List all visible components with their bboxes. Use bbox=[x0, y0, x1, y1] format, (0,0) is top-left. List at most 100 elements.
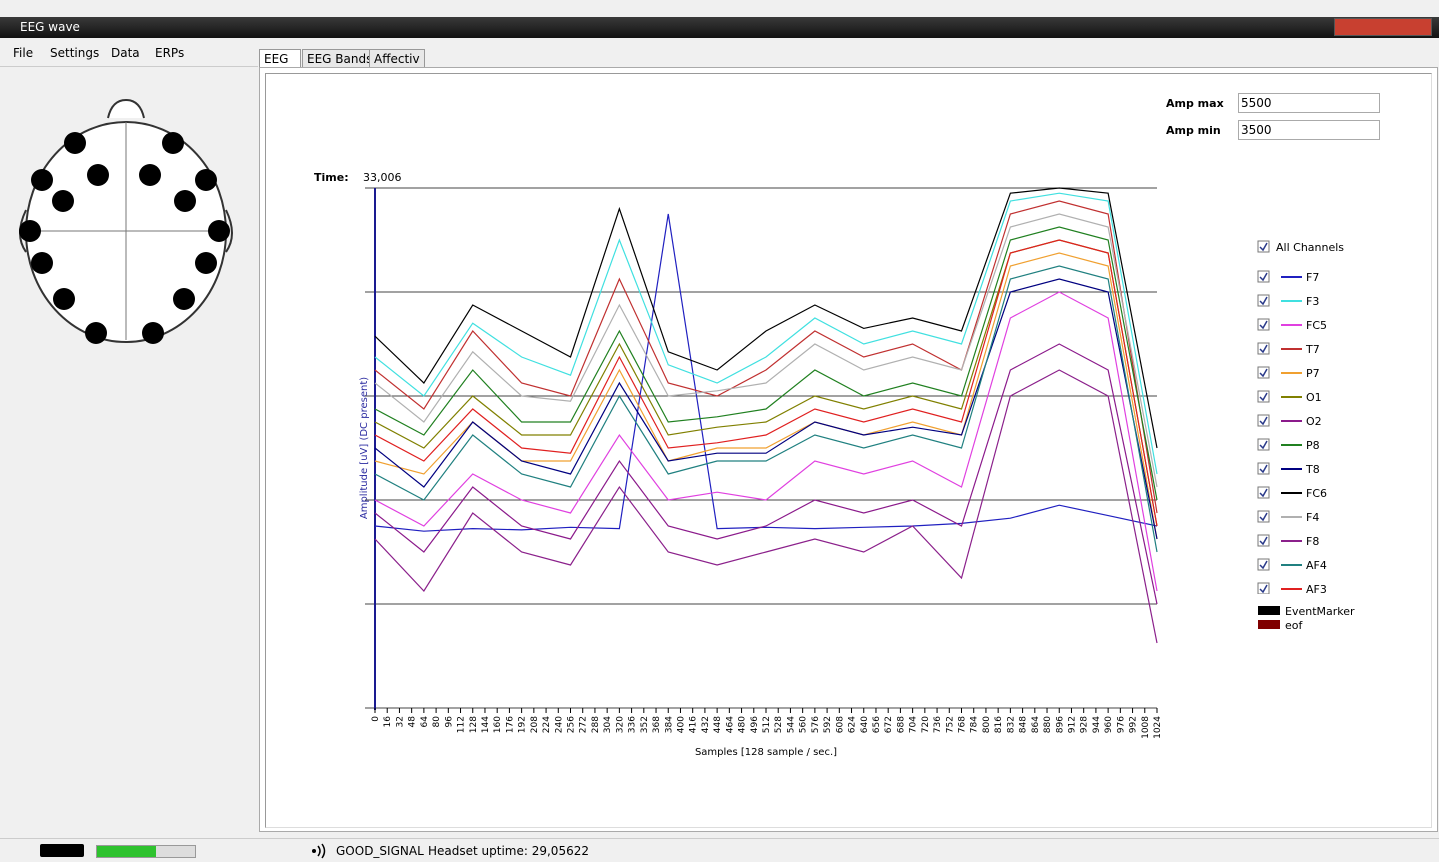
tab[interactable]: Affectiv bbox=[369, 49, 425, 69]
window-buttons[interactable] bbox=[1334, 18, 1432, 36]
amp-max-input[interactable]: 5500 bbox=[1238, 93, 1380, 113]
battery-icon bbox=[40, 844, 84, 857]
checkbox[interactable] bbox=[1257, 582, 1270, 594]
marker-swatch bbox=[1258, 606, 1280, 615]
check-mark bbox=[1259, 584, 1268, 594]
x-tick-label: 592 bbox=[823, 716, 833, 733]
x-tick-label: 128 bbox=[469, 716, 479, 733]
x-tick-label: 640 bbox=[860, 716, 870, 733]
check-mark bbox=[1259, 560, 1268, 570]
checkbox[interactable] bbox=[1257, 438, 1270, 451]
series-line bbox=[374, 239, 1158, 527]
check-mark bbox=[1259, 272, 1268, 282]
checkbox[interactable] bbox=[1257, 510, 1270, 523]
checkbox[interactable] bbox=[1257, 390, 1270, 403]
check-mark bbox=[1259, 296, 1268, 306]
legend-label: FC6 bbox=[1306, 487, 1327, 500]
checkbox[interactable] bbox=[1257, 534, 1270, 547]
x-tick-label: 480 bbox=[738, 716, 748, 733]
x-tick-label: 624 bbox=[848, 716, 858, 733]
series-line bbox=[374, 192, 1158, 475]
x-tick-label: 784 bbox=[970, 716, 980, 733]
checkbox[interactable] bbox=[1257, 486, 1270, 499]
check-mark bbox=[1259, 368, 1268, 378]
x-tick-label: 208 bbox=[530, 716, 540, 733]
checkbox[interactable] bbox=[1257, 414, 1270, 427]
checkbox[interactable] bbox=[1257, 270, 1270, 283]
x-tick-label: 1024 bbox=[1153, 716, 1163, 739]
checkbox[interactable] bbox=[1257, 294, 1270, 307]
x-tick-label: 176 bbox=[505, 716, 515, 733]
x-tick-label: 96 bbox=[444, 716, 454, 728]
x-tick-label: 416 bbox=[689, 716, 699, 733]
menu-item[interactable]: Settings bbox=[50, 46, 100, 60]
x-tick-label: 352 bbox=[640, 716, 650, 733]
x-tick-label: 288 bbox=[591, 716, 601, 733]
x-tick-label: 496 bbox=[750, 716, 760, 733]
electrodes bbox=[19, 132, 230, 344]
x-tick-label: 512 bbox=[762, 716, 772, 733]
legend-all: All Channels bbox=[1276, 241, 1344, 254]
x-axis-label: Samples [128 sample / sec.] bbox=[695, 747, 837, 758]
checkbox[interactable] bbox=[1257, 558, 1270, 571]
check-mark bbox=[1259, 440, 1268, 450]
chart-frame bbox=[265, 73, 1432, 828]
x-tick-label: 576 bbox=[811, 716, 821, 733]
legend-label: P8 bbox=[1306, 439, 1320, 452]
legend-label: F3 bbox=[1306, 295, 1319, 308]
legend-label: O2 bbox=[1306, 415, 1322, 428]
x-tick-label: 544 bbox=[786, 716, 796, 733]
status-bar: GOOD_SIGNAL Headset uptime: 29,05622 bbox=[0, 838, 1439, 862]
x-tick-label: 304 bbox=[603, 716, 613, 733]
checkbox[interactable] bbox=[1257, 240, 1270, 253]
time-label: Time: bbox=[314, 171, 349, 184]
amp-min-label: Amp min bbox=[1166, 124, 1221, 137]
x-tick-label: 656 bbox=[872, 716, 882, 733]
check-mark bbox=[1259, 242, 1268, 252]
series-line bbox=[374, 200, 1158, 514]
series-line bbox=[374, 291, 1158, 592]
x-tick-label: 816 bbox=[994, 716, 1004, 733]
series-line bbox=[374, 187, 1158, 449]
series-line bbox=[374, 343, 1158, 605]
x-tick-label: 976 bbox=[1116, 716, 1126, 733]
x-tick-label: 960 bbox=[1104, 716, 1114, 733]
series-line bbox=[374, 213, 1158, 488]
x-tick-label: 736 bbox=[933, 716, 943, 733]
check-mark bbox=[1259, 488, 1268, 498]
legend-label: FC5 bbox=[1306, 319, 1327, 332]
x-tick-label: 880 bbox=[1043, 716, 1053, 733]
x-tick-label: 368 bbox=[652, 716, 662, 733]
checkbox[interactable] bbox=[1257, 318, 1270, 331]
legend-label: F4 bbox=[1306, 511, 1319, 524]
uptime: Headset uptime: 29,05622 bbox=[428, 844, 589, 858]
x-tick-label: 144 bbox=[481, 716, 491, 733]
x-tick-label: 448 bbox=[713, 716, 723, 733]
x-tick-label: 160 bbox=[493, 716, 503, 733]
x-tick-label: 944 bbox=[1092, 716, 1102, 733]
x-tick-label: 720 bbox=[921, 716, 931, 733]
checkbox[interactable] bbox=[1257, 462, 1270, 475]
check-mark bbox=[1259, 536, 1268, 546]
x-tick-label: 848 bbox=[1019, 716, 1029, 733]
x-tick-label: 768 bbox=[958, 716, 968, 733]
marker-swatch bbox=[1258, 620, 1280, 629]
check-mark bbox=[1259, 320, 1268, 330]
signal-status: GOOD_SIGNAL bbox=[336, 844, 424, 858]
legend-label: F8 bbox=[1306, 535, 1319, 548]
x-tick-label: 224 bbox=[542, 716, 552, 733]
x-tick-label: 384 bbox=[664, 716, 674, 733]
menu-item[interactable]: Data bbox=[111, 46, 140, 60]
menu-item[interactable]: ERPs bbox=[155, 46, 185, 60]
amp-min-input[interactable]: 3500 bbox=[1238, 120, 1380, 140]
tab[interactable]: EEG bbox=[259, 49, 301, 69]
checkbox[interactable] bbox=[1257, 342, 1270, 355]
series-line bbox=[374, 265, 1158, 553]
menu-item[interactable]: File bbox=[13, 46, 34, 60]
checkbox[interactable] bbox=[1257, 366, 1270, 379]
head-diagram bbox=[19, 98, 233, 343]
legend-label: AF3 bbox=[1306, 583, 1327, 596]
x-tick-label: 528 bbox=[774, 716, 784, 733]
